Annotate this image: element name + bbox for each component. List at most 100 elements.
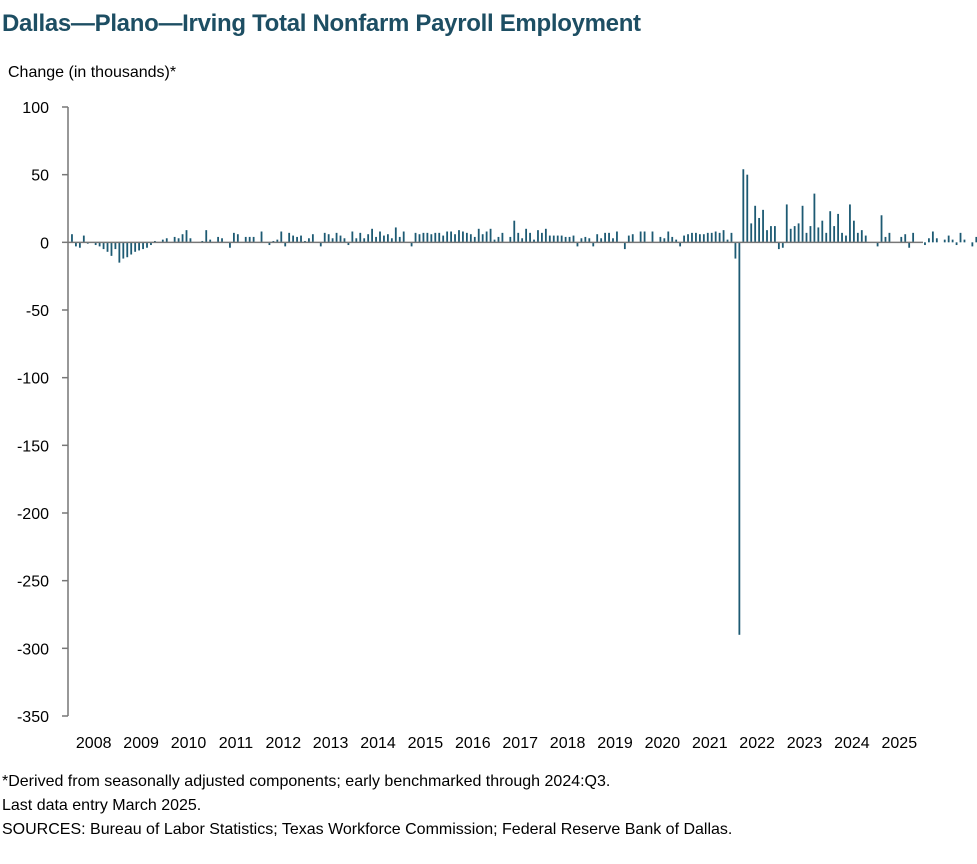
bar <box>106 242 109 252</box>
bar <box>276 239 279 243</box>
y-tick-label: -300 <box>17 641 49 658</box>
bar <box>347 242 350 246</box>
bar <box>564 236 567 243</box>
bar <box>675 239 678 243</box>
bar <box>402 231 405 243</box>
bar <box>584 236 587 243</box>
bar <box>963 239 966 243</box>
x-tick-label: 2017 <box>502 735 538 752</box>
y-tick-label: -350 <box>17 709 49 726</box>
x-tick-label: 2023 <box>787 735 823 752</box>
bar <box>454 234 456 243</box>
y-tick-label: 100 <box>22 100 49 117</box>
y-axis-label: Change (in thousands)* <box>8 64 177 81</box>
bar <box>679 242 682 247</box>
bar <box>185 230 188 243</box>
bar <box>493 239 496 243</box>
bar <box>856 232 859 243</box>
bar <box>852 220 855 243</box>
bar <box>935 238 938 243</box>
bar <box>375 236 377 243</box>
bar <box>762 209 764 243</box>
bar <box>813 193 816 243</box>
bar <box>746 174 749 243</box>
bar <box>311 234 314 243</box>
bar <box>165 238 168 243</box>
y-axis: 100 50 0 -50 -100 -150 -200 -250 -300 -350 <box>17 100 69 726</box>
bar <box>695 232 697 243</box>
bar <box>308 238 310 243</box>
bar <box>390 238 393 243</box>
bar <box>742 169 745 243</box>
bar <box>766 230 768 243</box>
bar <box>884 236 887 243</box>
bar <box>102 242 105 250</box>
bar <box>750 223 753 243</box>
bar <box>252 236 255 243</box>
x-tick-label: 2011 <box>219 735 254 752</box>
bar <box>327 234 330 243</box>
bar <box>236 234 239 243</box>
bar <box>548 235 551 243</box>
chart-notes: *Derived from seasonally adjusted compon… <box>2 770 732 842</box>
bar <box>501 232 504 243</box>
bar <box>485 231 488 243</box>
bar <box>975 236 977 243</box>
bar <box>442 235 445 243</box>
x-tick-label: 2024 <box>834 735 870 752</box>
bar <box>260 231 263 243</box>
bar <box>943 239 946 243</box>
bar <box>959 232 962 243</box>
y-tick-label: 50 <box>31 168 49 185</box>
bar <box>809 226 812 243</box>
bar <box>173 236 176 243</box>
bar <box>71 234 73 243</box>
bar <box>525 228 528 243</box>
bar <box>446 231 449 243</box>
bar <box>398 236 401 243</box>
bar <box>509 236 512 243</box>
bar <box>623 242 626 250</box>
bar <box>789 228 792 243</box>
bar <box>552 235 555 243</box>
bar <box>98 242 101 247</box>
bar <box>288 232 291 243</box>
x-tick-label: 2008 <box>76 735 112 752</box>
bar <box>817 227 820 243</box>
bar <box>710 232 713 243</box>
bar <box>580 238 583 243</box>
x-tick-label: 2014 <box>360 735 396 752</box>
bar <box>706 232 709 243</box>
x-tick-label: 2025 <box>882 735 918 752</box>
bar <box>489 228 492 243</box>
bar <box>458 230 460 243</box>
bar <box>687 234 689 243</box>
bar <box>770 226 772 243</box>
bar <box>359 232 362 243</box>
bar <box>177 238 180 243</box>
bar <box>189 238 192 243</box>
bar <box>529 232 531 243</box>
bar <box>209 239 212 243</box>
bar <box>331 238 334 243</box>
bar <box>319 242 322 247</box>
x-tick-label: 2021 <box>692 735 728 752</box>
bar <box>371 228 373 243</box>
bar <box>904 234 907 243</box>
bar <box>343 238 346 243</box>
bar <box>82 235 85 243</box>
bar <box>612 238 614 243</box>
bar <box>864 235 867 243</box>
bar <box>138 242 141 251</box>
bar <box>908 242 911 248</box>
bar <box>221 238 223 243</box>
bar <box>422 232 425 243</box>
bar <box>888 232 891 243</box>
bar <box>462 231 464 243</box>
bar <box>296 236 298 243</box>
bar <box>363 238 366 243</box>
bar <box>797 223 800 243</box>
bar <box>351 231 354 243</box>
bar <box>556 235 559 243</box>
bar <box>497 236 500 243</box>
